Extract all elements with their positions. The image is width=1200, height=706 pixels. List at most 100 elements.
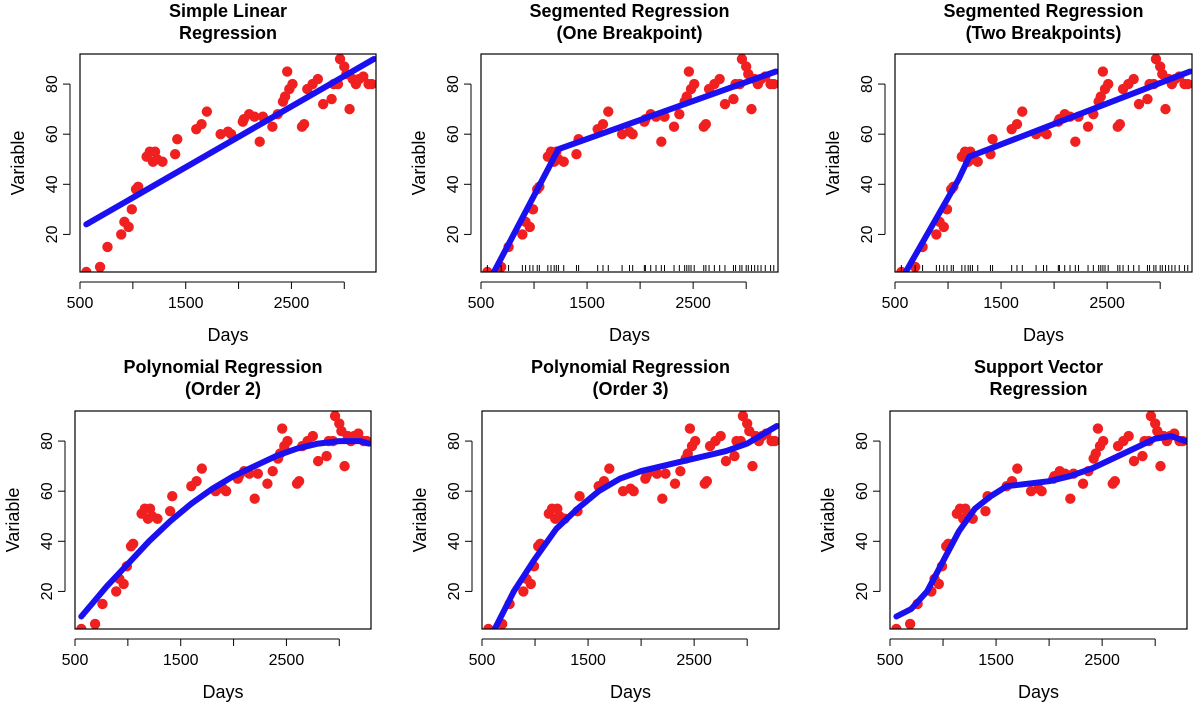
y-tick-label: 20 <box>859 225 876 243</box>
data-point <box>1082 121 1094 132</box>
data-point <box>651 468 663 479</box>
fit-line <box>893 433 1187 620</box>
data-point <box>321 450 332 462</box>
panel-3: Segmented Regression(Two Breakpoints) 500… <box>823 1 1193 345</box>
fit-group <box>490 68 778 272</box>
y-tick-label: 40 <box>859 175 876 193</box>
y-axis-label: Variable <box>3 488 23 553</box>
data-point <box>127 538 139 550</box>
x-tick-label: 2500 <box>1084 652 1120 669</box>
data-point <box>293 475 305 487</box>
data-point <box>267 465 278 477</box>
data-point <box>525 578 536 590</box>
data-point <box>81 266 92 272</box>
data-point <box>690 435 701 447</box>
data-point <box>196 118 207 130</box>
data-point <box>344 103 355 115</box>
data-point <box>94 261 106 272</box>
data-point <box>132 181 144 193</box>
data-point <box>1092 423 1104 434</box>
data-point <box>933 578 944 590</box>
data-point <box>483 623 494 629</box>
data-point <box>201 106 213 117</box>
data-point <box>157 156 168 167</box>
y-tick-label: 40 <box>445 175 462 193</box>
panel-title-line: Segmented Regression <box>943 1 1143 21</box>
data-point <box>169 149 181 160</box>
fit-line <box>902 68 1192 272</box>
data-point <box>700 118 712 130</box>
data-point <box>746 103 757 115</box>
data-point <box>1155 460 1166 472</box>
data-point <box>720 455 732 467</box>
data-point <box>769 435 779 447</box>
data-point <box>904 618 916 629</box>
fit-group <box>83 56 376 228</box>
panel-title-line: (Order 2) <box>185 379 261 399</box>
data-point <box>164 506 176 517</box>
plot-frame <box>894 53 1193 273</box>
y-tick-label: 60 <box>859 125 876 143</box>
plot-frame <box>79 53 377 273</box>
x-tick-label: 500 <box>882 295 909 312</box>
y-axis-label: Variable <box>410 488 430 553</box>
panel-4: Polynomial Regression(Order 2) 500 1500 250… <box>3 357 372 702</box>
data-point <box>262 478 273 489</box>
data-point <box>972 156 983 167</box>
data-point <box>627 128 638 140</box>
fit-line <box>83 56 376 228</box>
data-point <box>597 118 609 130</box>
panel-2: Segmented Regression(One Breakpoint) 500 1… <box>409 1 779 345</box>
data-point <box>118 578 129 590</box>
plot-frame <box>889 410 1188 630</box>
plot-frame <box>480 53 779 273</box>
x-axis-label: Days <box>610 682 651 702</box>
data-points <box>81 54 376 272</box>
x-tick-label: 1500 <box>163 652 199 669</box>
data-point <box>287 78 298 90</box>
panel-title-line: Regression <box>179 23 277 43</box>
data-point <box>518 586 529 597</box>
data-point <box>358 71 369 82</box>
data-point <box>1137 450 1148 462</box>
data-point <box>1041 128 1052 140</box>
data-point <box>191 475 202 487</box>
data-point <box>524 221 535 233</box>
data-point <box>684 423 696 434</box>
data-point <box>249 493 260 504</box>
panel-5: Polynomial Regression(Order 3) 500 1500 250… <box>410 357 780 702</box>
data-point <box>675 465 686 477</box>
x-tick-label: 2500 <box>269 652 305 669</box>
data-point <box>317 98 329 110</box>
fit-group <box>491 423 779 629</box>
data-point <box>1109 475 1121 487</box>
data-point <box>980 506 991 517</box>
data-point <box>701 475 713 487</box>
y-tick-label: 80 <box>446 432 463 450</box>
data-point <box>267 121 278 132</box>
rug <box>486 265 775 271</box>
fit-line <box>491 423 779 629</box>
data-point <box>116 229 127 240</box>
data-point <box>891 623 902 629</box>
panel-title-line: Support Vector <box>974 357 1103 377</box>
x-tick-label: 2500 <box>675 295 711 312</box>
data-point <box>366 78 376 90</box>
y-tick-label: 80 <box>445 75 462 93</box>
y-axis-label: Variable <box>409 131 429 196</box>
data-point <box>714 73 725 85</box>
data-point <box>76 623 87 629</box>
data-point <box>628 485 639 497</box>
fit-group <box>902 68 1192 272</box>
data-point <box>102 241 113 253</box>
plot-frame <box>74 410 372 630</box>
data-point <box>517 229 528 240</box>
data-point <box>1036 485 1047 497</box>
data-point <box>126 204 137 215</box>
panel-title-line: Segmented Regression <box>529 1 729 21</box>
fit-line <box>490 68 778 272</box>
data-point <box>674 108 685 120</box>
data-point <box>123 221 134 233</box>
y-tick-label: 40 <box>446 532 463 550</box>
